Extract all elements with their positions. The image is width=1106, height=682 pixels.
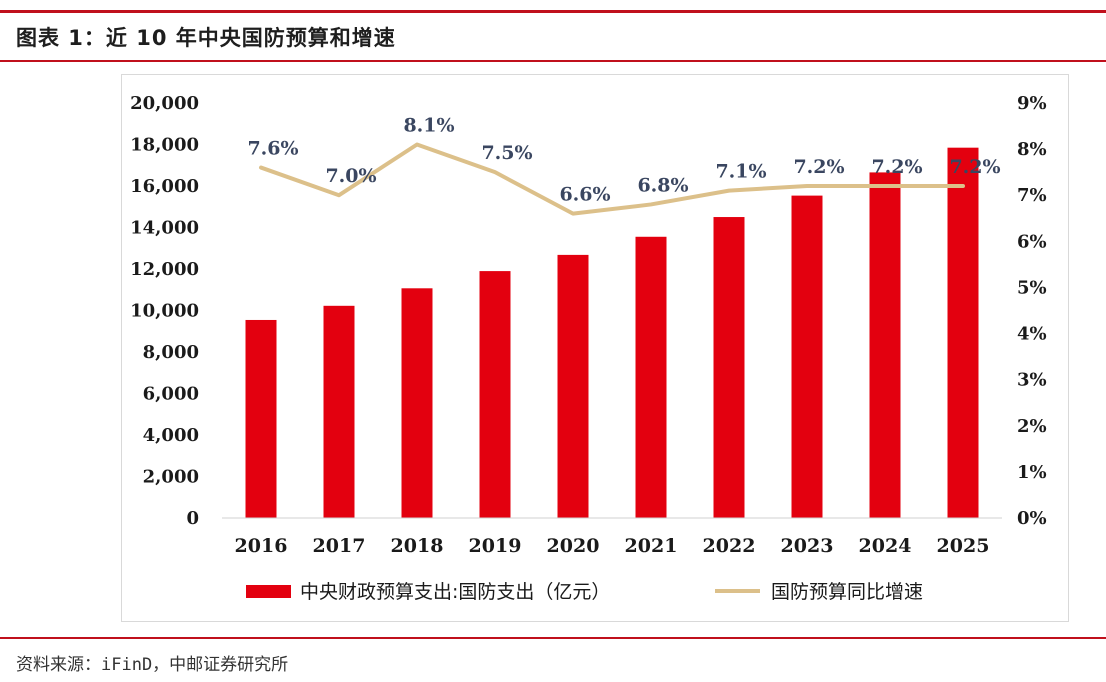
bar: [323, 305, 355, 518]
y-right-tick-label: 1%: [1017, 462, 1047, 483]
y-right-tick-label: 3%: [1017, 370, 1047, 391]
data-label: 7.6%: [247, 138, 298, 160]
y-left-tick-label: 4,000: [143, 425, 199, 446]
title-rule: [0, 60, 1106, 62]
x-tick-label: 2017: [313, 535, 366, 557]
bar: [791, 195, 823, 519]
y-right-tick-label: 9%: [1017, 93, 1047, 114]
y-right-tick-label: 7%: [1017, 185, 1047, 206]
data-label: 8.1%: [403, 115, 454, 137]
bar: [869, 172, 901, 518]
y-right-tick-label: 8%: [1017, 139, 1047, 160]
y-left-tick-label: 8,000: [143, 342, 199, 363]
x-tick-label: 2025: [937, 535, 990, 557]
y-right-tick-label: 2%: [1017, 416, 1047, 437]
data-label: 7.1%: [715, 161, 766, 183]
x-tick-label: 2022: [703, 535, 756, 557]
y-left-tick-label: 0: [186, 508, 199, 529]
source-note: 资料来源：iFinD，中邮证券研究所: [16, 655, 289, 675]
x-tick-label: 2016: [235, 535, 288, 557]
top-rule: [0, 10, 1106, 13]
y-left-tick-label: 18,000: [130, 135, 199, 156]
y-right-tick-label: 4%: [1017, 324, 1047, 345]
y-right-tick-label: 5%: [1017, 277, 1047, 298]
y-left-tick-label: 14,000: [130, 218, 199, 239]
bar: [245, 319, 277, 518]
figure-title: 图表 1：近 10 年中央国防预算和增速: [16, 26, 396, 50]
y-left-tick-label: 16,000: [130, 176, 199, 197]
y-right-tick-label: 0%: [1017, 508, 1047, 529]
x-tick-label: 2023: [781, 535, 834, 557]
growth-line: [259, 142, 965, 216]
data-label: 6.6%: [559, 184, 610, 206]
data-label: 6.8%: [637, 174, 688, 196]
y-right-tick-label: 6%: [1017, 231, 1047, 252]
bar: [947, 147, 979, 518]
x-tick-label: 2019: [469, 535, 522, 557]
y-left-tick-label: 20,000: [130, 93, 199, 114]
y-left-tick-label: 12,000: [130, 259, 199, 280]
y-left-tick-label: 10,000: [130, 301, 199, 322]
source-rule: [0, 637, 1106, 639]
data-label: 7.2%: [793, 156, 844, 178]
data-label: 7.2%: [949, 156, 1000, 178]
chart-frame: [121, 74, 1069, 622]
bar: [479, 271, 511, 518]
bar: [557, 254, 589, 518]
data-label: 7.2%: [871, 156, 922, 178]
bar: [635, 236, 667, 518]
x-tick-label: 2020: [547, 535, 600, 557]
x-tick-label: 2021: [625, 535, 678, 557]
y-left-tick-label: 6,000: [143, 384, 199, 405]
x-tick-label: 2018: [391, 535, 444, 557]
data-label: 7.5%: [481, 142, 532, 164]
bar: [713, 217, 745, 519]
data-label: 7.0%: [325, 165, 376, 187]
x-tick-label: 2024: [859, 535, 912, 557]
legend-label-bar: 中央财政预算支出:国防支出（亿元）: [300, 581, 610, 603]
bar: [401, 288, 433, 518]
y-left-tick-label: 2,000: [143, 467, 199, 488]
legend-label-line: 国防预算同比增速: [771, 581, 923, 603]
legend-swatch-bar: [246, 585, 291, 598]
